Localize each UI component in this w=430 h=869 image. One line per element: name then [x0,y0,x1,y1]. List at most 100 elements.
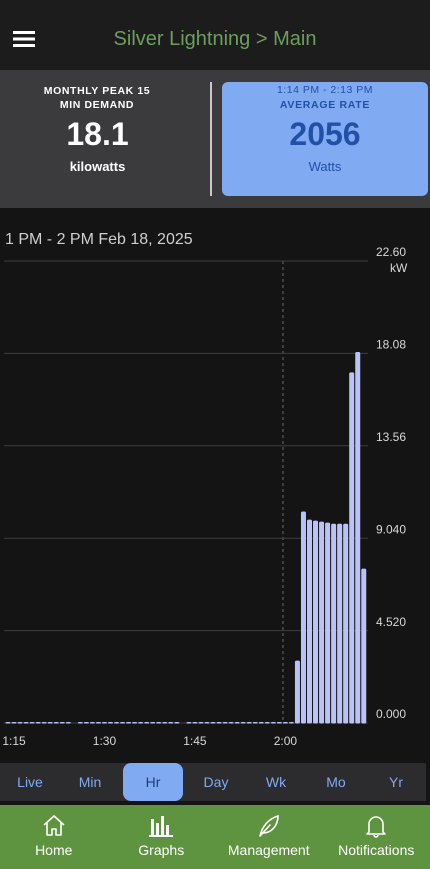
header: Silver Lightning > Main [0,0,430,70]
bottom-nav: Home Graphs Management Notifications [0,805,430,869]
y-tick-label: 22.60 [376,245,406,259]
bar [65,722,71,724]
bar [150,722,156,724]
bar [114,722,120,724]
bar [337,523,343,724]
nav-label: Home [35,842,73,858]
bar [29,722,35,724]
bar [288,722,294,724]
bar [156,722,162,724]
range-tab[interactable]: Hr [123,763,183,801]
bar [325,522,331,724]
bar [59,722,65,724]
bar [264,722,270,724]
peak-card: MONTHLY PEAK 15 MIN DEMAND 18.1 kilowatt… [0,70,195,208]
nav-icon [149,816,174,837]
nav-item[interactable]: Graphs [108,805,216,869]
bar [83,722,89,724]
nav-icon [43,815,65,836]
range-tab[interactable]: Wk [265,774,287,790]
y-unit: kW [390,261,408,275]
nav-icon [258,814,279,837]
bar [186,722,192,724]
x-tick-label: 2:00 [274,734,298,748]
menu-button[interactable] [13,31,35,49]
bar [343,523,349,724]
bar [276,722,282,724]
peak-label: MONTHLY PEAK 15 MIN DEMAND [43,85,151,111]
bar [252,722,258,724]
nav-label: Management [227,842,310,858]
bar [138,722,144,724]
bar [11,722,17,724]
y-tick-label: 18.08 [376,338,406,352]
bar [126,722,132,724]
y-tick-label: 4.520 [376,615,406,629]
bar [282,722,288,724]
bar [222,722,228,724]
bar [198,722,204,724]
x-tick-label: 1:30 [93,734,117,748]
range-tab[interactable]: Live [17,774,43,790]
bar [331,523,337,724]
bar [300,511,306,724]
bar [307,519,312,724]
bar [355,351,361,724]
bar [108,722,114,724]
nav-item[interactable]: Management [215,805,323,869]
bar [162,722,168,724]
range-tab[interactable]: Mo [326,774,346,790]
bar [168,722,174,724]
chart: 0.000 4.520 9.040 13.56 18.08 22.60 kW 1:15 1:30… [2,245,408,748]
nav-label: Notifications [338,842,415,858]
bar [258,722,264,724]
bar [132,722,138,724]
summary-cards: MONTHLY PEAK 15 MIN DEMAND 18.1 kilowatt… [0,70,430,208]
bar [47,722,53,724]
average-card: 1:14 PM - 2:13 PM AVERAGE RATE 2056 Watt… [222,82,428,196]
bar [95,722,101,724]
bar [101,722,107,724]
bar [216,722,222,724]
bar [53,722,59,724]
bar [319,521,325,724]
divider [210,82,212,196]
bar [144,722,150,724]
bar [294,660,300,724]
bar [210,722,216,724]
bar [246,722,252,724]
range-tabs: Live Min Hr Day Wk Mo Yr [0,763,426,801]
y-tick-label: 9.040 [376,522,406,536]
bar [77,722,83,724]
bar [174,722,180,724]
bar [35,722,41,724]
chart-title: 1 PM - 2 PM Feb 18, 2025 [5,231,193,248]
header-title: Silver Lightning > Main [113,28,317,50]
bar [270,722,276,724]
range-tab[interactable]: Day [203,774,229,790]
x-tick-label: 1:45 [183,734,207,748]
nav-icon [366,816,387,838]
bar [313,520,319,724]
bar [23,722,29,724]
average-value: 2056 [289,116,361,152]
bar [361,568,367,724]
bar [5,722,11,724]
bar [192,722,198,724]
bar [17,722,23,724]
y-tick-label: 13.56 [376,430,406,444]
y-tick-label: 0.000 [376,707,406,721]
bar [89,722,95,724]
bar [41,722,47,724]
range-tab[interactable]: Min [78,774,102,790]
bar [120,722,126,724]
bar [228,722,234,724]
bar [349,372,355,724]
bar [204,722,210,724]
average-period: 1:14 PM - 2:13 PM [276,84,374,96]
nav-item[interactable]: Home [0,805,108,869]
average-unit: Watts [308,159,342,174]
nav-item[interactable]: Notifications [323,805,430,869]
range-tab[interactable]: Yr [389,774,403,790]
